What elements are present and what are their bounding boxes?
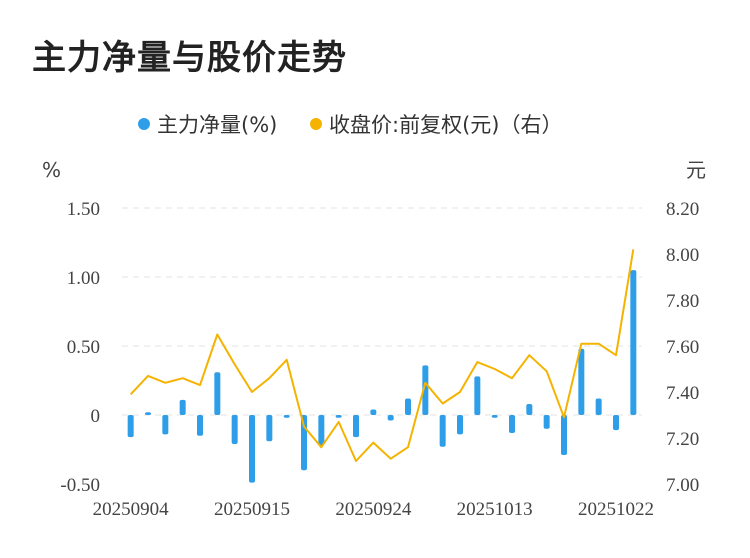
right-tick-label: 8.00 bbox=[666, 245, 699, 266]
bar bbox=[526, 403, 533, 415]
right-tick-label: 7.80 bbox=[666, 291, 699, 312]
bar bbox=[370, 409, 377, 415]
left-tick-label: 1.00 bbox=[67, 268, 100, 289]
line-series bbox=[129, 249, 635, 462]
gridlines bbox=[122, 207, 642, 416]
bar bbox=[335, 415, 342, 418]
bar bbox=[439, 415, 446, 447]
bar bbox=[509, 415, 515, 433]
legend: 主力净量(%) 收盘价:前复权(元)（右） bbox=[138, 113, 562, 137]
bar bbox=[127, 415, 134, 438]
right-tick-label: 7.20 bbox=[666, 429, 699, 450]
x-axis-ticks: 20250904 20250915 20250924 20251013 20251022 bbox=[93, 499, 654, 520]
bar bbox=[197, 415, 203, 436]
bar bbox=[249, 415, 255, 483]
bar-series bbox=[127, 270, 637, 483]
x-tick-label: 20250915 bbox=[214, 499, 290, 520]
x-tick-label: 20251022 bbox=[578, 499, 654, 520]
bar bbox=[578, 348, 585, 415]
left-tick-label: 1.50 bbox=[67, 199, 100, 220]
bar bbox=[179, 399, 186, 415]
price-line bbox=[129, 249, 635, 462]
bar bbox=[387, 415, 394, 421]
right-axis-ticks: 8.20 8.00 7.80 7.60 7.40 7.20 7.00 bbox=[666, 199, 699, 496]
bar bbox=[422, 365, 429, 415]
bar bbox=[162, 415, 169, 435]
bar bbox=[318, 415, 325, 446]
bar bbox=[630, 270, 637, 415]
x-tick-label: 20250924 bbox=[335, 499, 412, 520]
left-tick-label: 0.50 bbox=[67, 337, 100, 358]
left-axis-unit: % bbox=[42, 158, 61, 182]
x-tick-label: 20250904 bbox=[93, 499, 170, 520]
right-tick-label: 7.40 bbox=[666, 383, 699, 404]
right-tick-label: 7.60 bbox=[666, 337, 699, 358]
bar bbox=[405, 398, 411, 415]
bar bbox=[491, 415, 498, 418]
bar bbox=[474, 376, 481, 415]
left-tick-label: 0 bbox=[91, 406, 101, 427]
bar bbox=[231, 415, 238, 444]
bar bbox=[283, 415, 290, 418]
left-axis-ticks: 1.50 1.00 0.50 0 -0.50 bbox=[60, 199, 100, 496]
bar bbox=[543, 415, 550, 429]
bar bbox=[214, 372, 221, 415]
x-tick-label: 20251013 bbox=[457, 499, 533, 520]
legend-marker-1 bbox=[310, 118, 322, 130]
right-tick-label: 7.00 bbox=[666, 475, 699, 496]
left-tick-label: -0.50 bbox=[60, 475, 100, 496]
legend-label-1: 收盘价:前复权(元)（右） bbox=[329, 113, 562, 137]
bar bbox=[595, 398, 602, 415]
bar bbox=[457, 415, 463, 435]
bar bbox=[561, 415, 567, 456]
right-axis-unit: 元 bbox=[686, 158, 706, 182]
bar bbox=[613, 415, 619, 431]
chart-title: 主力净量与股价走势 bbox=[32, 38, 347, 78]
bar bbox=[145, 412, 151, 415]
legend-marker-0 bbox=[138, 118, 150, 130]
legend-label-0: 主力净量(%) bbox=[157, 113, 277, 137]
bar bbox=[266, 415, 273, 442]
right-tick-label: 8.20 bbox=[666, 199, 699, 220]
bar bbox=[353, 415, 359, 438]
